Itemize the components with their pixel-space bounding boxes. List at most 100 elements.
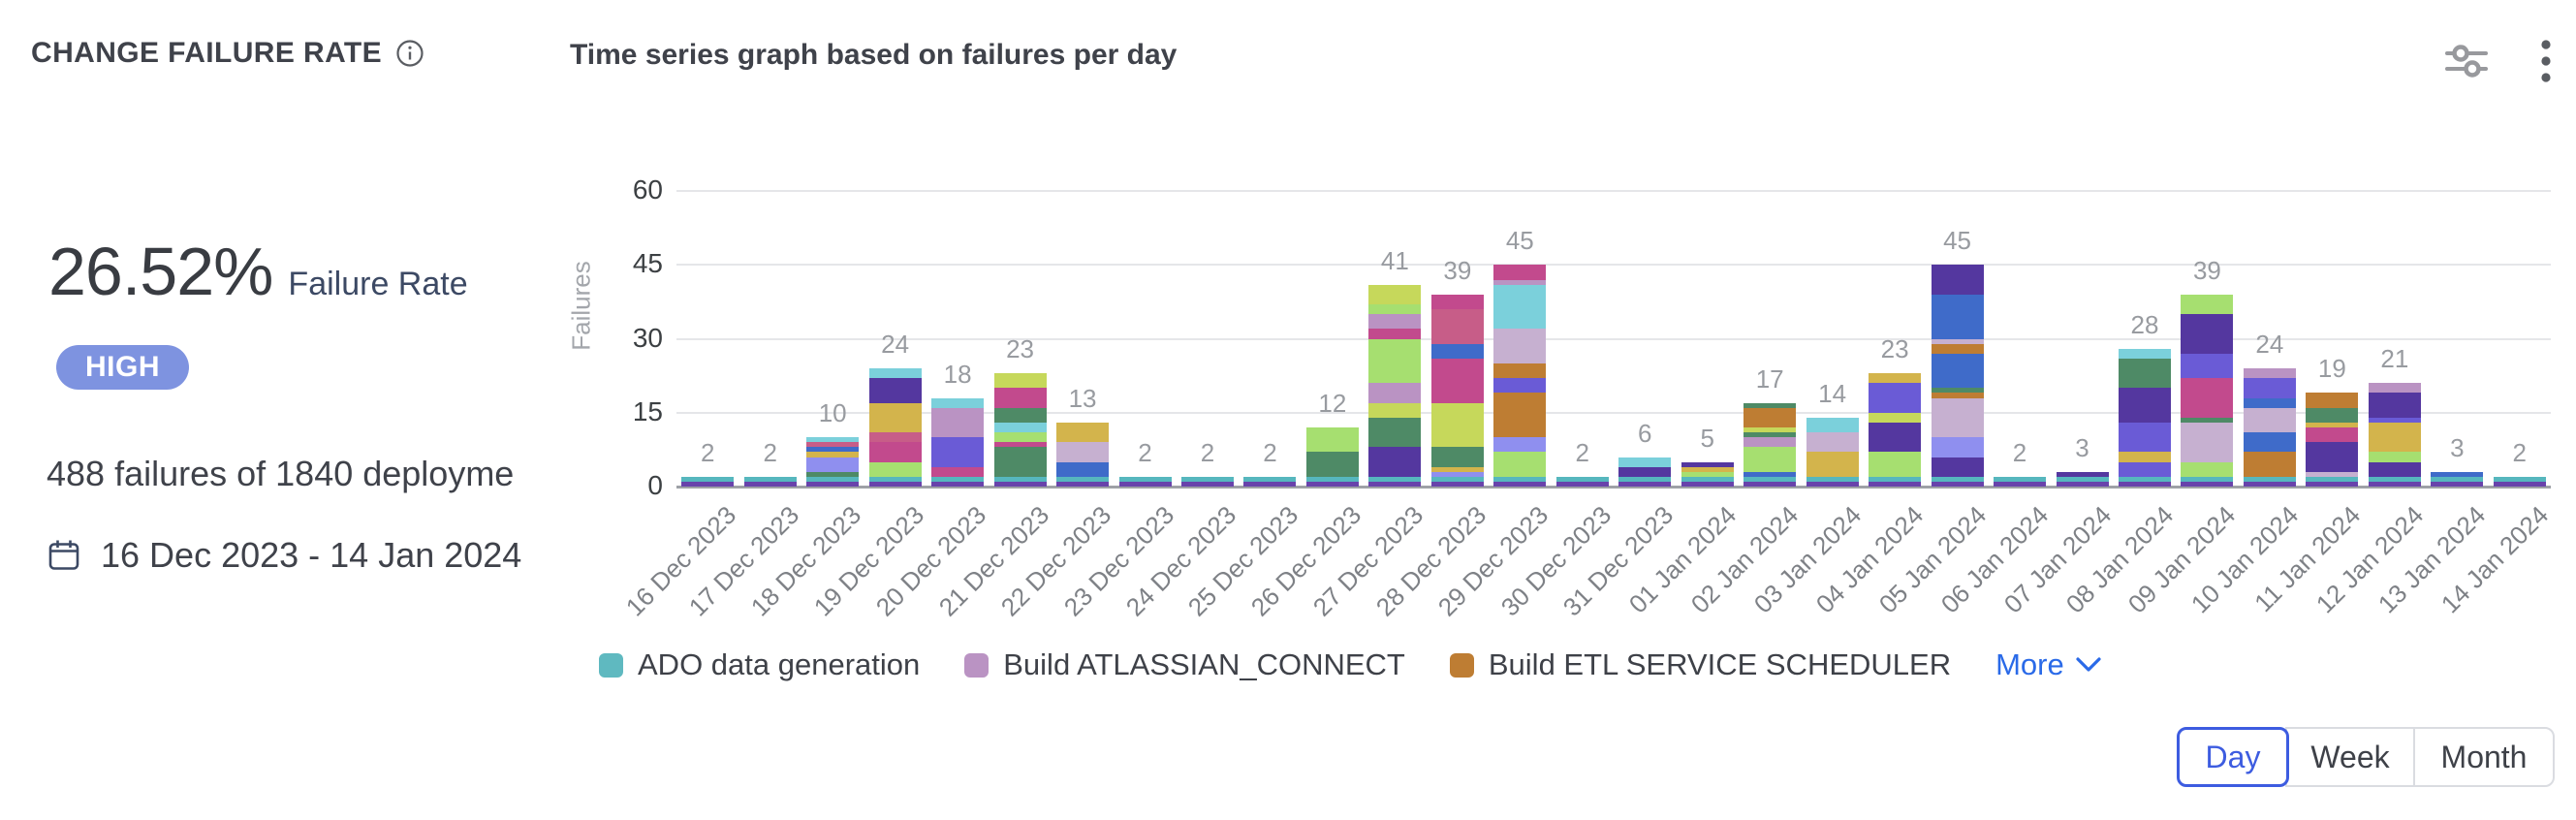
bar-14 Jan 2024[interactable] (2493, 476, 2546, 487)
bar-segment (1430, 402, 1484, 448)
bar-06 Jan 2024[interactable] (1994, 476, 2047, 487)
view-option-week[interactable]: Week (2285, 727, 2415, 787)
sliders-icon (2445, 45, 2488, 78)
bar-02 Jan 2024[interactable] (1744, 402, 1797, 487)
bar-segment (2306, 422, 2359, 427)
bar-24 Dec 2023[interactable] (1180, 476, 1234, 487)
legend-item[interactable]: Build ETL SERVICE SCHEDULER (1449, 647, 1951, 682)
bar-segment (868, 368, 922, 379)
bar-25 Dec 2023[interactable] (1243, 476, 1297, 487)
bar-04 Jan 2024[interactable] (1869, 373, 1922, 487)
bar-segment (2181, 476, 2234, 482)
card-header: CHANGE FAILURE RATE (31, 37, 424, 70)
bar-segment (1493, 481, 1547, 487)
bar-13 Jan 2024[interactable] (2431, 471, 2484, 487)
bar-30 Dec 2023[interactable] (1555, 476, 1609, 487)
bar-17 Dec 2023[interactable] (743, 476, 797, 487)
view-option-month[interactable]: Month (2413, 727, 2555, 787)
bar-segment (1869, 481, 1922, 487)
bar-value-label: 2 (1263, 437, 1277, 467)
bar-10 Jan 2024[interactable] (2243, 368, 2296, 487)
bar-12 Jan 2024[interactable] (2368, 383, 2421, 487)
bar-segment (1744, 427, 1797, 433)
bar-value-label: 18 (943, 359, 972, 389)
view-option-day[interactable]: Day (2177, 727, 2289, 787)
bar-09 Jan 2024[interactable] (2181, 294, 2234, 487)
bar-segment (1056, 442, 1110, 462)
bar-01 Jan 2024[interactable] (1681, 461, 1734, 487)
kebab-menu-button[interactable] (2535, 33, 2557, 89)
bar-19 Dec 2023[interactable] (868, 368, 922, 487)
bar-segment (2181, 461, 2234, 477)
bar-18 Dec 2023[interactable] (806, 437, 860, 487)
bar-29 Dec 2023[interactable] (1493, 265, 1547, 487)
bar-05 Jan 2024[interactable] (1931, 265, 1984, 487)
legend-item-label: ADO data generation (638, 647, 921, 681)
bar-segment (1931, 397, 1984, 438)
legend-more-label: More (1995, 647, 2064, 681)
bar-value-label: 23 (1006, 334, 1035, 364)
failure-rate-stat: 26.52% Failure Rate (48, 233, 468, 310)
bar-segment (2243, 481, 2296, 487)
bar-26 Dec 2023[interactable] (1305, 427, 1359, 487)
bar-segment (2243, 452, 2296, 477)
bar-segment (1368, 284, 1422, 304)
filter-sliders-button[interactable] (2440, 38, 2493, 84)
bar-07 Jan 2024[interactable] (2056, 471, 2109, 487)
bar-segment (2181, 353, 2234, 379)
bar-08 Jan 2024[interactable] (2118, 348, 2171, 487)
info-icon[interactable] (395, 39, 424, 68)
bar-value-label: 45 (1505, 226, 1534, 256)
bar-segment (1430, 309, 1484, 344)
bar-segment (2181, 314, 2234, 354)
bar-segment (2118, 358, 2171, 389)
legend-item[interactable]: Build ATLASSIAN_CONNECT (964, 647, 1405, 682)
bar-segment (2368, 481, 2421, 487)
legend-swatch (964, 652, 990, 678)
bar-segment (1368, 417, 1422, 448)
bar-11 Jan 2024[interactable] (2306, 393, 2359, 487)
bar-segment (2181, 378, 2234, 418)
bar-segment (1430, 466, 1484, 472)
bar-value-label: 12 (1318, 389, 1347, 418)
bar-27 Dec 2023[interactable] (1368, 284, 1422, 487)
bar-segment (2431, 471, 2484, 477)
bar-23 Dec 2023[interactable] (1118, 476, 1172, 487)
bar-segment (681, 481, 735, 487)
bar-segment (1744, 447, 1797, 472)
bar-22 Dec 2023[interactable] (1056, 422, 1110, 487)
bar-segment (1305, 452, 1359, 477)
bar-28 Dec 2023[interactable] (1430, 294, 1484, 487)
bar-segment (1368, 402, 1422, 418)
bar-segment (1681, 461, 1734, 467)
bar-31 Dec 2023[interactable] (1618, 457, 1672, 487)
gridline (676, 264, 2551, 267)
legend-swatch (1449, 652, 1474, 678)
bar-segment (1994, 476, 2047, 482)
legend-item[interactable]: ADO data generation (599, 647, 920, 682)
bar-segment (743, 481, 797, 487)
bar-segment (1555, 481, 1609, 487)
bar-segment (993, 447, 1047, 477)
bar-segment (1493, 279, 1547, 285)
bar-segment (2368, 417, 2421, 423)
bar-20 Dec 2023[interactable] (931, 397, 985, 487)
bar-value-label: 21 (2380, 344, 2409, 374)
bar-segment (1430, 471, 1484, 477)
bar-segment (1305, 427, 1359, 453)
x-axis-line (676, 486, 2551, 489)
bar-segment (1869, 452, 1922, 477)
legend-more-link[interactable]: More (1995, 647, 2101, 682)
bar-value-label: 10 (818, 398, 847, 428)
bar-segment (1368, 314, 1422, 330)
bar-16 Dec 2023[interactable] (681, 476, 735, 487)
bar-segment (2181, 422, 2234, 462)
bar-segment (1430, 481, 1484, 487)
bar-segment (1243, 481, 1297, 487)
bar-21 Dec 2023[interactable] (993, 373, 1047, 487)
bar-segment (2306, 407, 2359, 423)
bar-segment (993, 432, 1047, 443)
bar-segment (1931, 353, 1984, 389)
bar-value-label: 39 (1443, 255, 1472, 285)
bar-03 Jan 2024[interactable] (1806, 417, 1859, 487)
